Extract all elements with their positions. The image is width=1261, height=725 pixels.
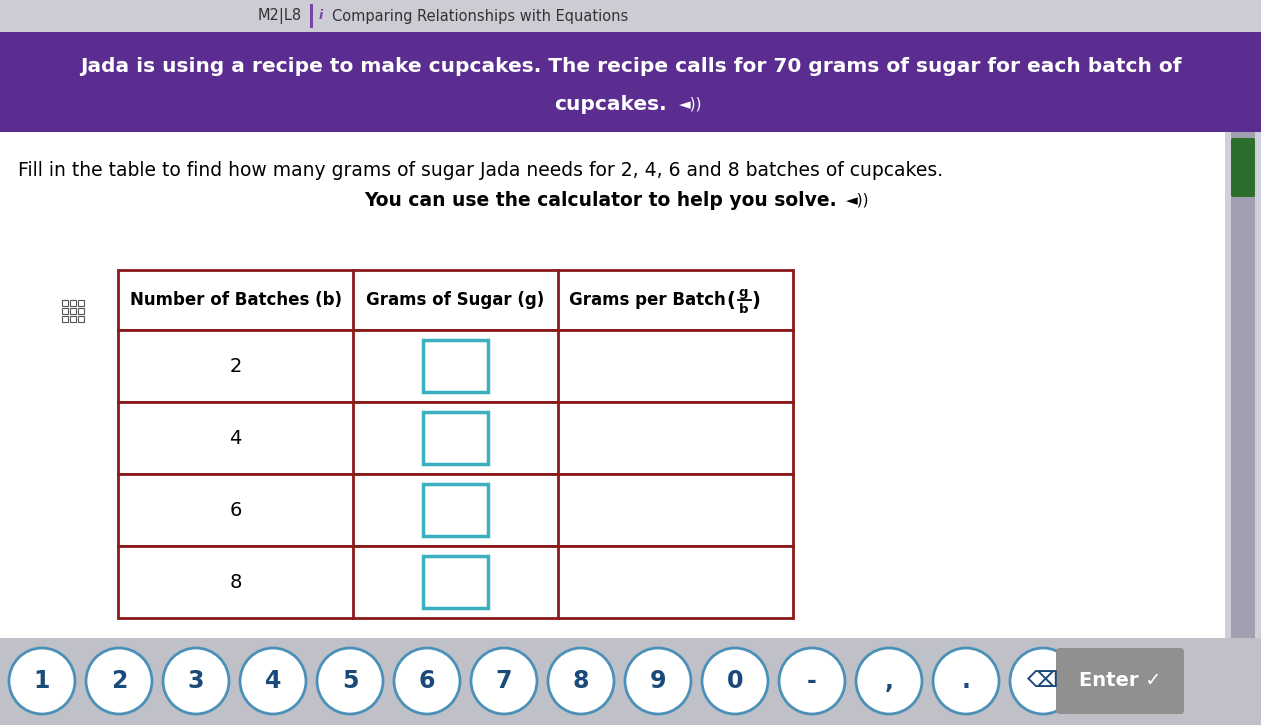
Text: 2: 2: [111, 669, 127, 693]
FancyBboxPatch shape: [62, 316, 68, 322]
Circle shape: [625, 648, 691, 714]
FancyBboxPatch shape: [422, 340, 488, 392]
Text: ,: ,: [884, 669, 894, 693]
FancyBboxPatch shape: [119, 474, 793, 546]
FancyBboxPatch shape: [310, 4, 313, 28]
FancyBboxPatch shape: [0, 32, 1261, 132]
FancyBboxPatch shape: [119, 402, 793, 474]
Text: Grams per Batch: Grams per Batch: [569, 291, 726, 309]
Text: Comparing Relationships with Equations: Comparing Relationships with Equations: [332, 9, 628, 23]
FancyBboxPatch shape: [71, 316, 76, 322]
FancyBboxPatch shape: [119, 270, 793, 330]
Text: 7: 7: [496, 669, 512, 693]
Text: cupcakes.: cupcakes.: [554, 94, 667, 114]
Text: ◄)): ◄)): [678, 96, 702, 112]
Text: Enter ✓: Enter ✓: [1078, 671, 1161, 690]
FancyBboxPatch shape: [1231, 132, 1255, 638]
FancyBboxPatch shape: [78, 316, 84, 322]
Circle shape: [240, 648, 306, 714]
Text: ⌫: ⌫: [1028, 671, 1059, 691]
Circle shape: [856, 648, 922, 714]
Text: g: g: [739, 286, 748, 299]
FancyBboxPatch shape: [0, 132, 1224, 638]
Text: Jada is using a recipe to make cupcakes. The recipe calls for 70 grams of sugar : Jada is using a recipe to make cupcakes.…: [79, 57, 1182, 75]
FancyBboxPatch shape: [422, 556, 488, 608]
FancyBboxPatch shape: [78, 300, 84, 306]
FancyBboxPatch shape: [422, 412, 488, 464]
FancyBboxPatch shape: [0, 0, 1261, 32]
Text: i: i: [319, 9, 323, 22]
FancyBboxPatch shape: [62, 308, 68, 314]
FancyBboxPatch shape: [1055, 648, 1184, 714]
Text: You can use the calculator to help you solve.: You can use the calculator to help you s…: [364, 191, 837, 210]
FancyBboxPatch shape: [0, 638, 1261, 725]
FancyBboxPatch shape: [71, 308, 76, 314]
Text: 0: 0: [726, 669, 743, 693]
Circle shape: [393, 648, 460, 714]
Text: 5: 5: [342, 669, 358, 693]
Circle shape: [702, 648, 768, 714]
Circle shape: [317, 648, 383, 714]
Text: ): ): [752, 291, 760, 310]
Text: 1: 1: [34, 669, 50, 693]
FancyBboxPatch shape: [78, 308, 84, 314]
FancyBboxPatch shape: [119, 546, 793, 618]
Circle shape: [86, 648, 153, 714]
Text: b: b: [739, 302, 748, 315]
Text: Grams of Sugar (g): Grams of Sugar (g): [367, 291, 545, 309]
Text: 6: 6: [419, 669, 435, 693]
Text: 6: 6: [230, 500, 242, 520]
Text: 4: 4: [265, 669, 281, 693]
FancyBboxPatch shape: [422, 484, 488, 536]
Text: (: (: [726, 291, 735, 310]
Circle shape: [549, 648, 614, 714]
FancyBboxPatch shape: [71, 300, 76, 306]
FancyBboxPatch shape: [62, 300, 68, 306]
Circle shape: [1010, 648, 1076, 714]
Text: -: -: [807, 669, 817, 693]
Text: ◄)): ◄)): [845, 193, 869, 207]
Text: Fill in the table to find how many grams of sugar Jada needs for 2, 4, 6 and 8 b: Fill in the table to find how many grams…: [18, 160, 943, 180]
Text: 2: 2: [230, 357, 242, 376]
Text: Number of Batches (b): Number of Batches (b): [130, 291, 342, 309]
Text: 9: 9: [649, 669, 666, 693]
Text: 4: 4: [230, 428, 242, 447]
Text: .: .: [962, 669, 971, 693]
Text: 8: 8: [230, 573, 242, 592]
Circle shape: [9, 648, 74, 714]
FancyBboxPatch shape: [1231, 138, 1255, 197]
FancyBboxPatch shape: [119, 330, 793, 402]
Circle shape: [779, 648, 845, 714]
Circle shape: [472, 648, 537, 714]
Text: M2|L8: M2|L8: [259, 8, 301, 24]
Text: 3: 3: [188, 669, 204, 693]
Text: 8: 8: [572, 669, 589, 693]
Circle shape: [933, 648, 999, 714]
Circle shape: [163, 648, 230, 714]
